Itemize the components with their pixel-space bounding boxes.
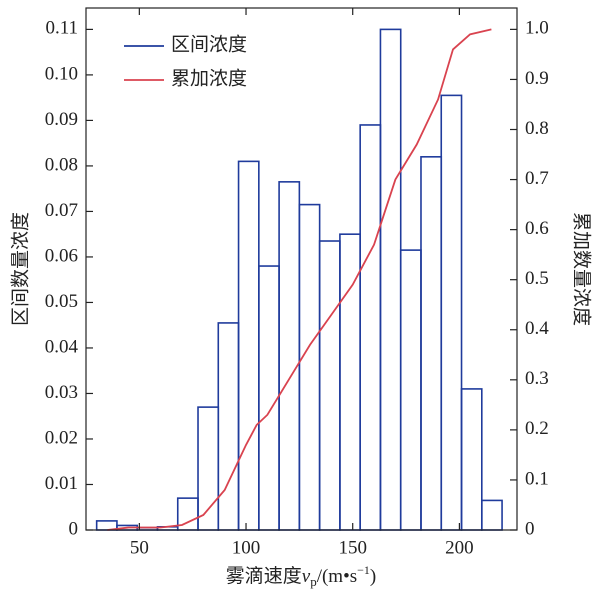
bar [420, 156, 443, 531]
y-tick-label: 0.04 [45, 336, 79, 357]
bar [339, 233, 361, 531]
cumulative-line [107, 28, 492, 531]
y-axis-label: 区间数量浓度 [9, 212, 31, 326]
bar [278, 181, 301, 531]
y2-tick-label: 0.4 [525, 318, 549, 339]
bar [258, 265, 280, 531]
y-tick-label: 0.05 [45, 291, 78, 312]
y2-tick-label: 0.6 [525, 218, 549, 239]
y2-tick-label: 0.8 [525, 118, 549, 139]
y2-axis-label: 累加数量浓度 [571, 212, 593, 326]
y2-tick-label: 1.0 [525, 18, 549, 39]
x-tick-label: 150 [338, 537, 367, 558]
x-axis-label: 雾滴速度vp/(m•s−1) [226, 563, 377, 589]
bar [399, 249, 422, 531]
bar [480, 499, 503, 531]
legend-label: 区间浓度 [171, 33, 247, 55]
y2-tick-label: 0.7 [525, 168, 549, 189]
y-tick-label: 0.09 [45, 109, 78, 130]
bar [298, 203, 321, 531]
legend-label: 累加浓度 [171, 67, 247, 89]
bar [318, 240, 341, 531]
x-tick-label: 200 [445, 537, 474, 558]
bar [359, 124, 382, 531]
x-tick-label: 100 [232, 537, 261, 558]
plot-frame [85, 7, 518, 531]
y2-tick-label: 0.5 [525, 268, 549, 289]
y2-tick-label: 0.2 [525, 418, 549, 439]
bar [237, 160, 260, 531]
y2-tick-label: 0.3 [525, 368, 549, 389]
y-tick-label: 0.01 [45, 473, 78, 494]
bar [197, 406, 220, 531]
y-tick-label: 0.06 [45, 245, 78, 266]
bar [460, 388, 483, 531]
y-tick-label: 0.10 [45, 63, 78, 84]
bar [379, 28, 402, 531]
bar [217, 322, 240, 531]
y-tick-label: 0.02 [45, 427, 78, 448]
y-tick-label: 0.07 [45, 200, 78, 221]
y2-tick-label: 0 [525, 518, 535, 539]
y-tick-label: 0.08 [45, 154, 78, 175]
y-tick-label: 0.03 [45, 382, 78, 403]
y-tick-label: 0.11 [45, 18, 78, 39]
x-tick-label: 50 [130, 537, 149, 558]
y2-tick-label: 0.1 [525, 468, 549, 489]
y-tick-label: 0 [69, 518, 79, 539]
y2-tick-label: 0.9 [525, 68, 549, 89]
bar [440, 94, 463, 531]
